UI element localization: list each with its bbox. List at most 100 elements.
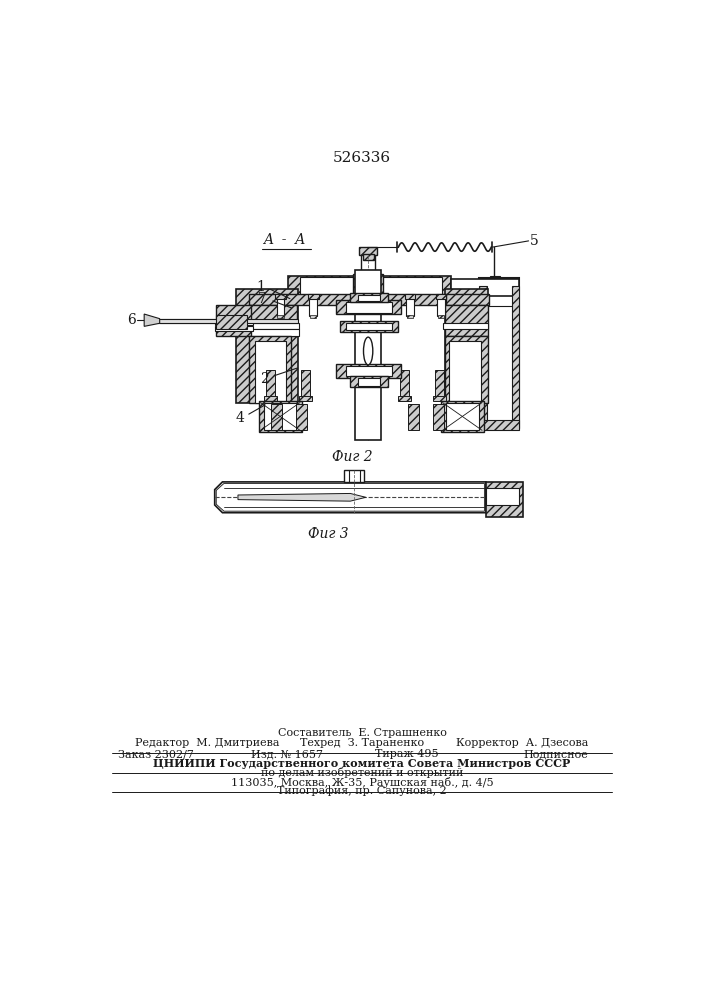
Bar bbox=[512, 286, 519, 428]
Bar bbox=[445, 403, 479, 430]
Bar bbox=[406, 297, 414, 316]
Text: Редактор  М. Дмитриева: Редактор М. Дмитриева bbox=[135, 738, 279, 748]
Text: Изд. № 1657: Изд. № 1657 bbox=[251, 749, 323, 759]
Bar bbox=[249, 336, 291, 403]
Bar bbox=[372, 277, 442, 296]
Bar bbox=[309, 297, 317, 316]
Bar bbox=[266, 370, 275, 401]
Bar bbox=[486, 482, 523, 517]
Bar bbox=[358, 276, 378, 297]
Text: 113035, Москва, Ж-35, Раушская наб., д. 4/5: 113035, Москва, Ж-35, Раушская наб., д. … bbox=[230, 777, 493, 788]
Bar bbox=[216, 305, 251, 336]
Bar bbox=[346, 302, 392, 312]
Bar bbox=[277, 315, 284, 318]
Bar bbox=[409, 404, 419, 430]
Bar bbox=[398, 396, 411, 401]
Bar bbox=[255, 341, 286, 403]
Bar bbox=[479, 278, 519, 428]
Bar bbox=[216, 315, 247, 329]
Bar bbox=[351, 376, 387, 387]
Text: A  -  A: A - A bbox=[263, 233, 305, 247]
Text: ЦНИИПИ Государственного комитета Совета Министров СССР: ЦНИИПИ Государственного комитета Совета … bbox=[153, 758, 571, 769]
Bar bbox=[249, 329, 299, 336]
Bar bbox=[490, 276, 500, 282]
Bar bbox=[310, 315, 316, 318]
Bar bbox=[346, 366, 392, 376]
Bar bbox=[351, 293, 387, 302]
Bar bbox=[443, 323, 488, 329]
Text: Техред  З. Тараненко: Техред З. Тараненко bbox=[300, 738, 424, 748]
Text: 1: 1 bbox=[256, 280, 265, 294]
Text: 7: 7 bbox=[258, 292, 267, 306]
Bar bbox=[271, 404, 282, 430]
Polygon shape bbox=[158, 319, 298, 323]
Bar bbox=[435, 370, 444, 401]
Text: 3: 3 bbox=[222, 319, 230, 333]
Bar bbox=[276, 297, 284, 316]
Bar bbox=[346, 323, 392, 330]
Bar bbox=[249, 305, 297, 336]
Bar bbox=[235, 289, 298, 403]
Text: Фиг 2: Фиг 2 bbox=[332, 450, 372, 464]
Bar bbox=[308, 294, 319, 299]
Text: по делам изобретений и открытий: по делам изобретений и открытий bbox=[261, 767, 463, 778]
Bar bbox=[436, 294, 446, 299]
Bar bbox=[300, 370, 310, 401]
Bar bbox=[433, 404, 444, 430]
Bar bbox=[288, 276, 451, 297]
Bar bbox=[337, 364, 402, 378]
Text: 4: 4 bbox=[235, 411, 244, 425]
Bar bbox=[484, 306, 515, 425]
Text: Подписное: Подписное bbox=[523, 749, 588, 759]
Bar bbox=[407, 315, 413, 318]
Bar bbox=[404, 294, 416, 299]
Text: Корректор  А. Дзесова: Корректор А. Дзесова bbox=[456, 738, 588, 748]
Text: 6: 6 bbox=[127, 313, 135, 327]
Text: Тираж 495: Тираж 495 bbox=[375, 749, 439, 759]
Bar bbox=[215, 320, 253, 325]
Bar bbox=[340, 321, 397, 332]
Bar bbox=[445, 289, 488, 403]
Polygon shape bbox=[238, 493, 366, 501]
Text: Заказ 2302/7: Заказ 2302/7 bbox=[118, 749, 194, 759]
Bar bbox=[354, 274, 383, 299]
Polygon shape bbox=[216, 483, 484, 511]
Bar bbox=[264, 403, 297, 430]
Bar bbox=[437, 297, 445, 316]
Bar bbox=[359, 247, 378, 255]
Bar bbox=[479, 278, 519, 428]
Bar bbox=[448, 312, 477, 389]
Bar bbox=[300, 277, 370, 296]
Text: Составитель  Е. Страшненко: Составитель Е. Страшненко bbox=[278, 728, 446, 738]
Bar bbox=[451, 279, 519, 296]
Polygon shape bbox=[144, 314, 160, 326]
Bar bbox=[361, 253, 375, 278]
Bar bbox=[259, 401, 301, 432]
Bar bbox=[358, 378, 380, 386]
Bar bbox=[249, 301, 284, 389]
Text: 2: 2 bbox=[260, 372, 269, 386]
Bar bbox=[249, 294, 446, 305]
Bar bbox=[296, 404, 307, 430]
Bar bbox=[479, 286, 486, 428]
Bar bbox=[433, 396, 445, 401]
Bar bbox=[337, 300, 402, 314]
Bar bbox=[299, 396, 312, 401]
Bar bbox=[400, 370, 409, 401]
Bar bbox=[264, 396, 276, 401]
Bar bbox=[445, 305, 489, 336]
Bar bbox=[486, 488, 518, 505]
Text: 526336: 526336 bbox=[333, 151, 391, 165]
Polygon shape bbox=[215, 482, 486, 513]
Bar bbox=[275, 294, 286, 299]
Bar bbox=[449, 341, 481, 403]
Ellipse shape bbox=[363, 337, 373, 365]
Bar bbox=[358, 295, 380, 301]
Bar bbox=[446, 294, 489, 305]
Bar bbox=[363, 254, 373, 260]
Bar bbox=[445, 336, 488, 403]
Text: Типография, пр. Сапунова, 2: Типография, пр. Сапунова, 2 bbox=[277, 785, 447, 796]
Bar bbox=[441, 401, 484, 432]
Bar bbox=[479, 420, 519, 430]
Bar bbox=[355, 270, 381, 440]
